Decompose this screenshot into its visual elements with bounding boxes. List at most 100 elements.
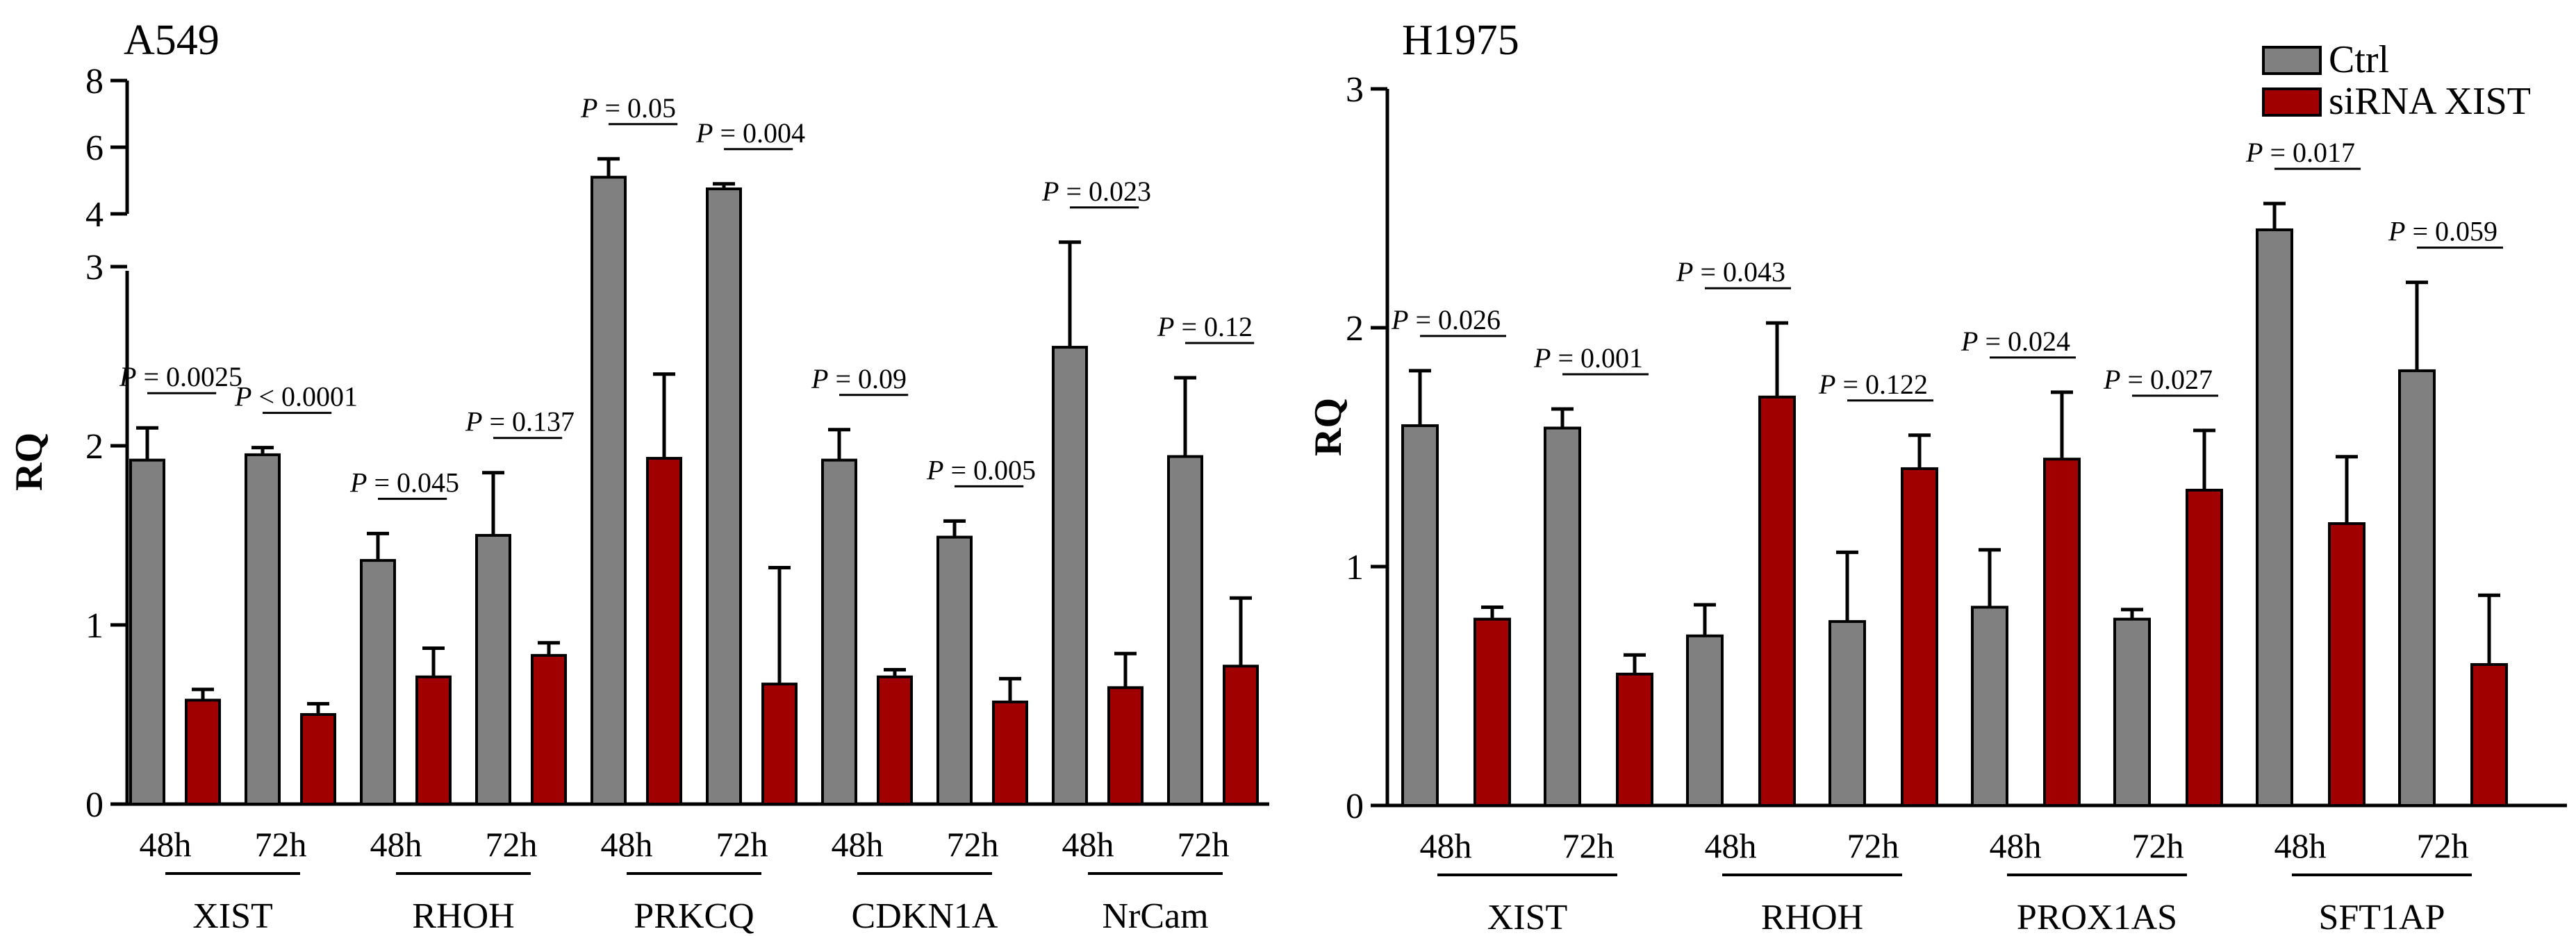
bar-ctrl <box>2113 617 2151 807</box>
x-tick-label: 72h <box>486 825 538 864</box>
p-value-label: P = 0.12 <box>1157 311 1253 342</box>
bar-ctrl <box>2398 369 2436 807</box>
p-value-label: P = 0.024 <box>1960 326 2070 357</box>
bar-ctrl <box>245 453 281 806</box>
bar-ctrl <box>1052 346 1088 806</box>
bar-sirna <box>531 653 567 805</box>
bar-sirna <box>1473 617 1511 807</box>
p-value-label: P = 0.023 <box>1041 176 1151 207</box>
p-value-label: P = 0.05 <box>580 92 676 124</box>
x-tick-label: 48h <box>832 825 884 864</box>
bar-ctrl <box>475 534 511 805</box>
x-tick-label: 72h <box>947 825 999 864</box>
x-tick-label: 72h <box>1562 826 1615 865</box>
bar-ctrl <box>936 535 973 806</box>
bar-ctrl <box>1686 634 1724 808</box>
p-value-label: P = 0.122 <box>1818 369 1928 400</box>
x-tick-label: 72h <box>2417 826 2469 865</box>
x-tick-label: 72h <box>2132 826 2184 865</box>
bar-ctrl <box>129 458 165 805</box>
x-tick-label: 48h <box>1062 825 1114 864</box>
x-tick-label: 48h <box>1705 826 1757 865</box>
y-tick-label: 2 <box>85 427 104 467</box>
bar-sirna <box>2186 488 2223 807</box>
group-label: PROX1AS <box>2017 898 2177 936</box>
bar-sirna <box>646 457 682 805</box>
p-value-label: P = 0.017 <box>2245 137 2355 168</box>
x-tick-label: 72h <box>1847 826 1899 865</box>
bar-ctrl <box>706 187 742 805</box>
bar-ctrl <box>1544 426 1581 807</box>
group-label: SFT1AP <box>2318 898 2445 936</box>
bar-ctrl <box>591 176 627 805</box>
y-tick-label: 4 <box>85 195 104 235</box>
bar-ctrl <box>1401 424 1439 807</box>
bar-sirna <box>1616 672 1653 807</box>
bar-ctrl <box>821 458 857 805</box>
bar-ctrl <box>360 559 396 805</box>
x-tick-label: 72h <box>255 825 307 864</box>
chart-title: H1975 <box>1402 17 1519 64</box>
bar-sirna <box>1758 395 1796 807</box>
legend-label-sirna: siRNA XIST <box>2329 80 2531 123</box>
p-value-label: P = 0.001 <box>1533 342 1643 374</box>
p-value-label: P = 0.004 <box>695 117 805 149</box>
y-axis-label: RQ <box>8 433 51 491</box>
x-tick-label: 48h <box>2274 826 2327 865</box>
bar-sirna <box>1107 686 1143 805</box>
panel-a549: A549 RQ 0 1 2 3 4 6 8 48h P = 0.0025 72h P < 0.0001 X… <box>8 17 1269 936</box>
group-label: RHOH <box>412 896 514 936</box>
legend-swatch-ctrl <box>2262 46 2322 75</box>
x-tick-label: 48h <box>1990 826 2042 865</box>
p-value-label: P = 0.027 <box>2103 364 2213 395</box>
p-value-label: P < 0.0001 <box>234 381 358 412</box>
x-tick-label: 72h <box>1178 825 1230 864</box>
y-tick-label: 6 <box>85 128 104 168</box>
bar-ctrl <box>1828 620 1866 807</box>
bar-sirna <box>300 713 336 805</box>
y-axis-label: RQ <box>1307 398 1350 456</box>
p-value-label: P = 0.043 <box>1676 256 1785 287</box>
bar-sirna <box>761 683 798 806</box>
y-tick-label: 3 <box>1346 70 1364 110</box>
bar-ctrl <box>1971 605 2008 807</box>
x-tick-label: 48h <box>140 825 192 864</box>
x-tick-label: 48h <box>370 825 422 864</box>
x-tick-label: 72h <box>716 825 768 864</box>
y-tick-label: 3 <box>85 248 104 287</box>
bar-sirna <box>415 675 452 805</box>
bar-sirna <box>185 699 221 805</box>
x-tick-label: 48h <box>1420 826 1472 865</box>
legend-swatch-sirna <box>2262 87 2322 117</box>
y-tick-label: 8 <box>85 62 104 101</box>
p-value-label: P = 0.0025 <box>119 361 242 392</box>
p-value-label: P = 0.09 <box>811 363 907 394</box>
bar-ctrl <box>1167 455 1203 805</box>
y-tick-label: 1 <box>85 606 104 646</box>
panel-h1975: H1975 RQ 0 1 2 3 48h P = 0.026 72h P = 0.001 XIST 4… <box>1307 17 2567 936</box>
bar-sirna <box>877 675 913 805</box>
p-value-label: P = 0.026 <box>1391 304 1501 335</box>
group-label: NrCam <box>1102 896 1208 936</box>
x-tick-label: 48h <box>601 825 653 864</box>
group-label: XIST <box>192 896 273 936</box>
p-value-label: P = 0.137 <box>465 406 575 437</box>
p-value-label: P = 0.045 <box>349 467 459 498</box>
group-label: CDKN1A <box>852 896 998 936</box>
y-tick-label: 0 <box>85 785 104 825</box>
bar-sirna <box>1223 665 1259 806</box>
legend-label-ctrl: Ctrl <box>2329 38 2389 81</box>
y-tick-label: 2 <box>1346 309 1364 349</box>
bar-sirna <box>1901 467 1938 808</box>
bar-ctrl <box>2256 228 2293 807</box>
y-tick-label: 1 <box>1346 548 1364 587</box>
bar-sirna <box>992 700 1028 805</box>
y-tick-label: 0 <box>1346 787 1364 826</box>
chart-title: A549 <box>124 17 220 64</box>
group-label: PRKCQ <box>634 896 754 936</box>
bar-sirna <box>2470 663 2508 807</box>
p-value-label: P = 0.059 <box>2388 216 2497 247</box>
bar-sirna <box>2328 522 2366 808</box>
